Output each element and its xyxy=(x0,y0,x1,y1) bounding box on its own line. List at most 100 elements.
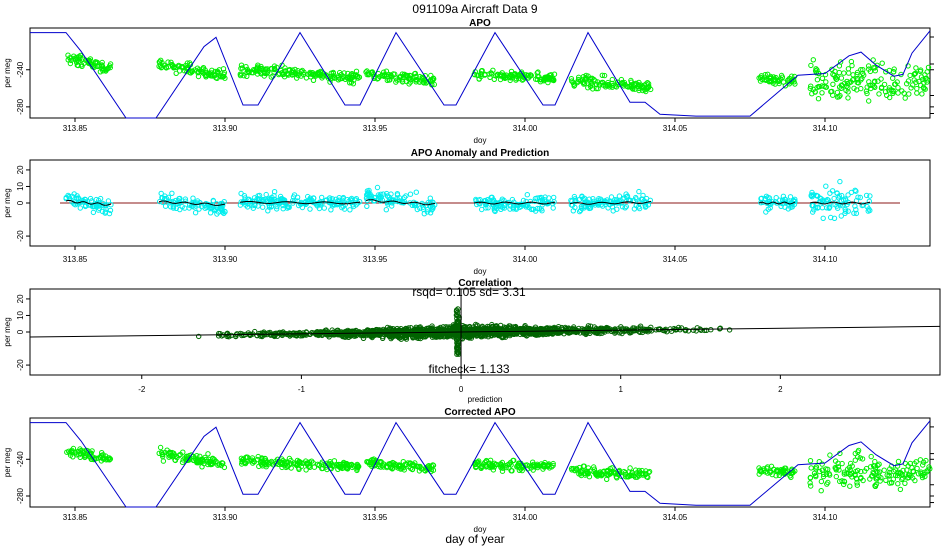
x-tick-label: 313.90 xyxy=(213,124,238,133)
data-point xyxy=(510,204,517,211)
data-point xyxy=(685,328,692,334)
data-point xyxy=(277,193,284,200)
data-point xyxy=(852,203,858,209)
data-point xyxy=(878,85,885,91)
data-point xyxy=(368,70,374,76)
data-point xyxy=(243,64,249,70)
data-point xyxy=(790,76,797,83)
data-point xyxy=(427,195,433,201)
data-point xyxy=(848,58,855,65)
data-point xyxy=(525,75,531,81)
data-point xyxy=(615,328,622,334)
data-point xyxy=(534,195,540,201)
data-point xyxy=(368,195,374,202)
data-point xyxy=(847,483,853,489)
data-point xyxy=(786,79,792,85)
data-point xyxy=(897,486,904,493)
data-point xyxy=(838,85,844,92)
data-point xyxy=(763,77,770,83)
data-point xyxy=(812,204,819,211)
data-point xyxy=(417,205,423,211)
data-point xyxy=(854,71,860,78)
data-point xyxy=(622,205,628,211)
data-point xyxy=(182,205,188,211)
data-point xyxy=(326,334,332,340)
data-point xyxy=(526,204,532,211)
data-point xyxy=(535,73,541,80)
data-point xyxy=(631,81,637,88)
data-point xyxy=(94,59,101,66)
data-point xyxy=(375,70,382,77)
data-point xyxy=(807,458,814,464)
altitude-line xyxy=(30,30,931,119)
data-point xyxy=(105,198,112,204)
data-point xyxy=(274,203,280,210)
data-point xyxy=(642,204,649,210)
data-point xyxy=(871,65,877,71)
data-point xyxy=(214,75,220,82)
data-point xyxy=(601,72,608,79)
data-point xyxy=(487,328,493,334)
data-point xyxy=(593,81,600,88)
x-tick-label: 314.10 xyxy=(813,124,838,133)
data-point xyxy=(580,79,586,86)
data-point xyxy=(473,196,479,203)
x-tick-label: 313.95 xyxy=(363,124,388,133)
data-point xyxy=(218,200,224,207)
data-point xyxy=(398,73,404,80)
data-point xyxy=(218,206,224,212)
data-point xyxy=(413,189,419,195)
data-point xyxy=(855,80,862,86)
data-point xyxy=(630,86,636,92)
correlation-stats: rsqd= 0.105 sd= 3.31 xyxy=(412,285,526,299)
data-point xyxy=(815,96,822,102)
data-point xyxy=(102,209,109,215)
data-point xyxy=(698,327,704,333)
data-point xyxy=(162,203,169,209)
data-point xyxy=(408,325,414,331)
data-point xyxy=(597,196,604,202)
data-point xyxy=(72,55,78,61)
data-point xyxy=(158,190,164,197)
data-point xyxy=(514,201,520,208)
data-point xyxy=(920,84,927,91)
x-tick-label: 313.85 xyxy=(63,513,88,522)
data-point xyxy=(599,72,605,79)
data-point xyxy=(347,207,353,213)
data-point xyxy=(912,70,919,77)
data-point xyxy=(891,69,897,75)
x-tick-label: 313.90 xyxy=(213,513,238,522)
y-tick-label: 10 xyxy=(16,310,25,319)
x-tick-label: 314.00 xyxy=(513,124,538,133)
prediction-line xyxy=(569,200,652,205)
data-point xyxy=(819,461,825,467)
data-point xyxy=(609,204,616,210)
data-point xyxy=(170,62,176,69)
data-point xyxy=(792,196,798,203)
data-point xyxy=(393,79,399,85)
data-point xyxy=(329,196,336,202)
data-point xyxy=(427,210,434,216)
data-point xyxy=(260,204,266,210)
data-point xyxy=(917,68,923,75)
data-point xyxy=(853,188,859,194)
data-point xyxy=(894,79,900,85)
data-point xyxy=(311,464,318,470)
data-point xyxy=(331,332,338,338)
data-point xyxy=(209,67,215,74)
data-point xyxy=(614,206,620,212)
data-point xyxy=(619,330,625,337)
data-point xyxy=(182,196,189,202)
data-point xyxy=(484,328,490,334)
data-point xyxy=(787,194,794,200)
data-point xyxy=(271,189,278,195)
data-point xyxy=(820,215,826,222)
panel-title: Correlation xyxy=(458,278,511,289)
x-tick-label: 314.10 xyxy=(813,255,838,264)
data-point xyxy=(640,192,646,199)
data-point xyxy=(268,74,274,80)
data-point xyxy=(575,76,582,83)
prediction-line xyxy=(65,199,112,206)
data-point xyxy=(264,199,270,205)
data-point xyxy=(682,327,689,334)
